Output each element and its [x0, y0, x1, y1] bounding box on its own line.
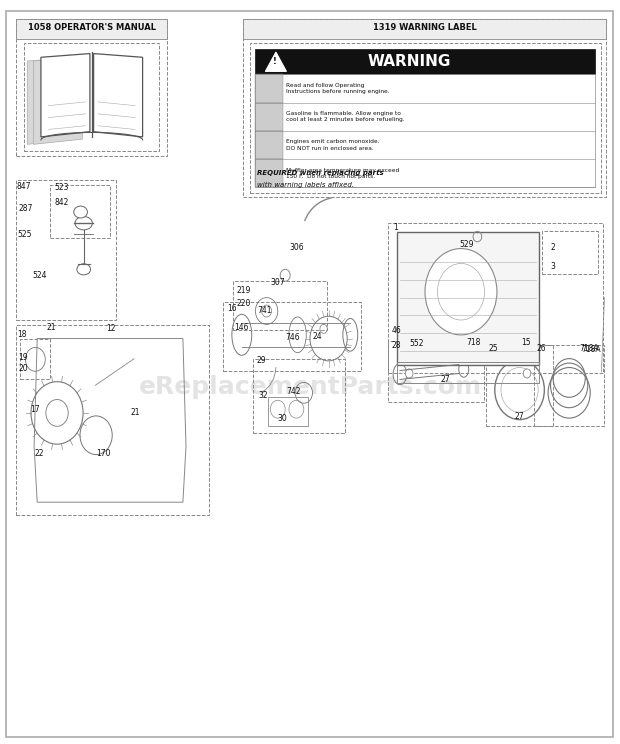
- Circle shape: [523, 369, 531, 378]
- Polygon shape: [27, 57, 76, 144]
- Text: 523: 523: [55, 183, 69, 192]
- Text: 18: 18: [17, 330, 26, 339]
- Text: 2: 2: [551, 243, 556, 251]
- Text: 525: 525: [17, 230, 32, 239]
- Text: 742: 742: [286, 387, 301, 396]
- Text: 46: 46: [392, 326, 402, 335]
- Bar: [255, 74, 283, 103]
- Text: 1319 WARNING LABEL: 1319 WARNING LABEL: [373, 23, 477, 32]
- Polygon shape: [265, 52, 286, 71]
- Text: 1058 OPERATOR'S MANUAL: 1058 OPERATOR'S MANUAL: [28, 23, 156, 32]
- Text: 718A: 718A: [580, 344, 600, 353]
- Bar: [16, 19, 167, 39]
- Text: 307: 307: [270, 278, 285, 287]
- Bar: [16, 325, 209, 515]
- Text: REQUIRED when replacing parts: REQUIRED when replacing parts: [257, 170, 384, 176]
- Bar: [255, 74, 595, 187]
- Ellipse shape: [289, 317, 306, 353]
- Text: 24: 24: [312, 332, 322, 341]
- FancyArrowPatch shape: [95, 359, 134, 385]
- Polygon shape: [33, 57, 82, 144]
- Bar: [232, 281, 327, 330]
- Text: 17: 17: [30, 405, 40, 414]
- Circle shape: [425, 248, 497, 335]
- Text: Gasoline is flammable. Allow engine to
cool at least 2 minutes before refueling.: Gasoline is flammable. Allow engine to c…: [286, 111, 405, 123]
- Text: 20: 20: [19, 364, 29, 373]
- Text: 529: 529: [459, 240, 474, 248]
- Bar: [397, 232, 539, 365]
- Bar: [24, 43, 159, 151]
- Text: 170: 170: [96, 449, 110, 458]
- Bar: [253, 359, 345, 433]
- Bar: [397, 362, 539, 383]
- Text: 21: 21: [130, 408, 140, 417]
- Text: 28: 28: [392, 341, 401, 350]
- Text: 1: 1: [393, 223, 398, 232]
- Text: 29: 29: [257, 356, 267, 365]
- Text: 524: 524: [32, 271, 46, 280]
- Bar: [255, 49, 595, 74]
- Text: 30: 30: [278, 414, 288, 423]
- Bar: [250, 43, 601, 193]
- Bar: [255, 131, 283, 159]
- Text: 22: 22: [34, 449, 43, 458]
- Bar: [255, 103, 283, 131]
- Text: 847: 847: [17, 182, 31, 190]
- Bar: [243, 19, 606, 197]
- Circle shape: [405, 369, 413, 378]
- Text: 25: 25: [489, 344, 498, 353]
- Text: 27: 27: [440, 375, 450, 384]
- Bar: [388, 223, 603, 373]
- Text: 746: 746: [285, 333, 300, 342]
- Text: 27: 27: [515, 412, 525, 421]
- Text: 19: 19: [19, 353, 29, 362]
- Ellipse shape: [74, 206, 87, 218]
- FancyArrowPatch shape: [262, 368, 276, 393]
- Text: 220: 220: [237, 299, 251, 308]
- FancyArrowPatch shape: [305, 198, 332, 221]
- Text: 718: 718: [466, 338, 480, 347]
- Text: Engines emit carbon monoxide.
DO NOT run in enclosed area.: Engines emit carbon monoxide. DO NOT run…: [286, 139, 380, 151]
- Text: Muffler area temperature may exceed
150 F.  Do not touch hot parts.: Muffler area temperature may exceed 150 …: [286, 167, 400, 179]
- Text: 552: 552: [409, 339, 423, 348]
- Bar: [16, 19, 167, 156]
- Text: !: !: [273, 57, 277, 66]
- Text: 26: 26: [537, 344, 547, 353]
- Polygon shape: [41, 54, 90, 137]
- Text: Read and follow Operating
Instructions before running engine.: Read and follow Operating Instructions b…: [286, 83, 390, 94]
- Text: 842: 842: [55, 198, 69, 207]
- Bar: [243, 19, 606, 39]
- Bar: [534, 345, 604, 426]
- Text: 12: 12: [107, 324, 116, 333]
- Text: 146: 146: [234, 323, 249, 332]
- Circle shape: [523, 369, 531, 378]
- Text: 741: 741: [257, 307, 272, 315]
- Text: 219: 219: [237, 286, 251, 295]
- Bar: [20, 339, 50, 379]
- Text: 32: 32: [258, 391, 268, 400]
- Ellipse shape: [343, 318, 358, 351]
- Text: 21: 21: [46, 323, 56, 332]
- Bar: [486, 345, 553, 426]
- Bar: [255, 159, 283, 187]
- Bar: [16, 180, 116, 320]
- Text: 16: 16: [227, 304, 237, 313]
- Bar: [542, 231, 598, 274]
- Text: 3: 3: [551, 262, 556, 271]
- Polygon shape: [94, 54, 143, 137]
- Text: WARNING: WARNING: [368, 54, 451, 69]
- Bar: [388, 341, 484, 402]
- Circle shape: [405, 369, 413, 378]
- Text: eReplacementParts.com: eReplacementParts.com: [138, 375, 482, 399]
- Bar: [50, 185, 110, 238]
- Text: with warning labels affixed.: with warning labels affixed.: [257, 182, 355, 188]
- Bar: [268, 397, 308, 426]
- Text: 718A: 718A: [582, 345, 601, 354]
- Text: 15: 15: [521, 338, 531, 347]
- Text: 287: 287: [19, 204, 33, 213]
- Text: 306: 306: [289, 243, 304, 251]
- Bar: [223, 302, 361, 371]
